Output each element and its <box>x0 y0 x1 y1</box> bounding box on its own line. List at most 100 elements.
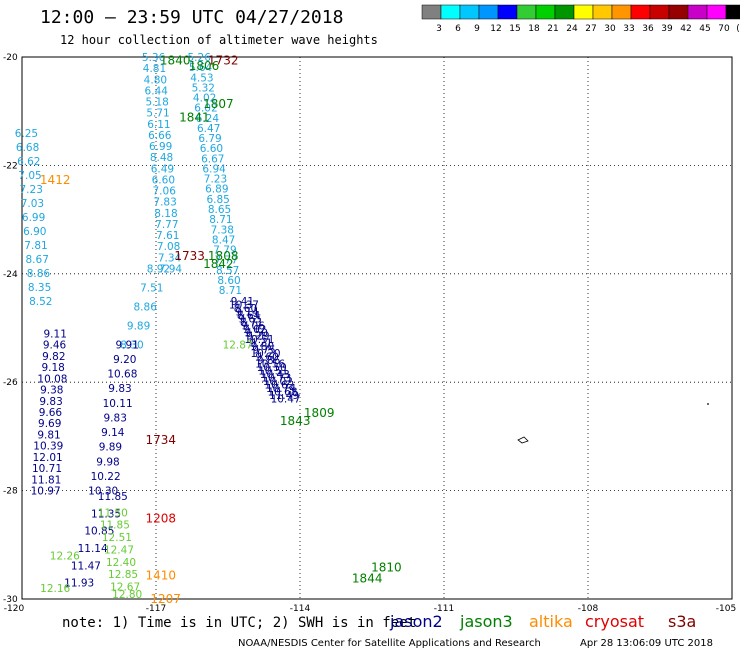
swh-value: 6.99 <box>149 141 172 153</box>
swh-value: 12.40 <box>106 557 136 569</box>
swh-value: 7.23 <box>204 174 227 186</box>
swh-value: 12.67 <box>110 582 140 594</box>
swh-value: 5.32 <box>192 82 215 94</box>
swh-value: 4.80 <box>144 74 167 86</box>
pass-time-label: 1808 <box>208 249 239 263</box>
swh-value: 10.47 <box>271 393 301 405</box>
swh-value: 9.86 <box>257 355 281 367</box>
legend-label: (ft) <box>736 24 740 34</box>
lat-label: -30 <box>3 595 18 605</box>
swh-value: 8.30 <box>120 339 143 351</box>
pass-time-label: 1806 <box>189 59 220 73</box>
swh-value: 9.21 <box>249 338 272 350</box>
swh-value: 5.64 <box>189 62 213 74</box>
swh-value: 7.79 <box>213 245 236 257</box>
legend-swatch <box>706 4 727 20</box>
swh-value: 7.23 <box>20 184 43 196</box>
swh-value: 6.60 <box>152 174 175 186</box>
lat-label: -24 <box>3 270 18 280</box>
legend-label: 42 <box>680 24 691 34</box>
legend-swatch <box>440 4 461 20</box>
swh-value: 9.29 <box>246 331 269 343</box>
swh-value: 8.92 <box>147 263 170 275</box>
legend-label: 21 <box>547 24 558 34</box>
pass-time-label: 1412 <box>40 173 71 187</box>
swh-value: 10.37 <box>229 299 259 311</box>
swh-value: 10.02 <box>263 376 293 388</box>
swh-value: 11.81 <box>31 474 61 486</box>
swh-value: 8.71 <box>219 285 242 297</box>
swh-value: 9.14 <box>235 306 259 318</box>
swh-value: 10.56 <box>255 359 285 371</box>
island-shape <box>517 436 529 444</box>
legend-label: 39 <box>661 24 673 34</box>
legend-label: 15 <box>509 24 520 34</box>
swh-value: 6.02 <box>194 103 217 115</box>
swh-value: 11.35 <box>91 508 121 520</box>
lon-label: -108 <box>578 604 599 614</box>
swh-value: 9.50 <box>245 327 268 339</box>
swh-value: 9.81 <box>37 429 60 441</box>
credit-text: NOAA/NESDIS Center for Satellite Applica… <box>238 638 541 649</box>
footer-note: note: 1) Time is in UTC; 2) SWH is in fe… <box>62 615 416 631</box>
legend-swatch <box>535 4 556 20</box>
swh-value: 8.60 <box>217 275 240 287</box>
swh-value: 9.80 <box>251 341 274 353</box>
swh-value: 6.85 <box>206 194 229 206</box>
swh-value: 6.62 <box>17 156 40 168</box>
pass-time-label: 1844 <box>352 571 383 585</box>
swh-value: 9.89 <box>127 320 150 332</box>
swh-value: 11.50 <box>98 507 128 519</box>
swh-value: 9.91 <box>116 339 139 351</box>
legend-swatch <box>649 4 670 20</box>
swh-value: 8.52 <box>29 296 52 308</box>
timestamp-text: Apr 28 13:06:09 UTC 2018 <box>580 638 713 649</box>
lat-label: -20 <box>3 53 18 63</box>
swh-value: 7.77 <box>215 255 238 267</box>
pass-time-label: 1840 <box>160 54 191 68</box>
lon-label: -117 <box>146 604 166 614</box>
swh-value: 9.83 <box>39 396 62 408</box>
pass-time-label: 1207 <box>150 592 181 606</box>
swh-value: 11.93 <box>64 578 94 590</box>
swh-value: 9.06 <box>242 320 266 332</box>
legend-label: 6 <box>455 24 461 34</box>
swh-value: 9.83 <box>104 412 127 424</box>
swh-value: 10.68 <box>107 369 137 381</box>
swh-value: 8.64 <box>237 310 261 322</box>
swh-value: 4.02 <box>193 93 216 105</box>
swh-value: 6.68 <box>16 142 39 154</box>
swh-value: 9.83 <box>108 383 131 395</box>
swh-value: 7.51 <box>140 282 163 294</box>
swh-value: 11.49 <box>269 390 299 402</box>
altimeter-tracks: 5.364.814.806.445.185.716.116.666.998.48… <box>15 52 301 601</box>
swh-value: 9.41 <box>231 296 254 308</box>
swh-value: 7.77 <box>155 219 178 231</box>
pass-time-label: 1841 <box>179 111 210 125</box>
pass-time-label: 1843 <box>280 414 311 428</box>
swh-value: 8.71 <box>240 317 263 329</box>
swh-value: 11.47 <box>71 560 101 572</box>
swh-value: 9.60 <box>255 352 278 364</box>
swh-value: 12.01 <box>33 452 63 464</box>
swh-value: 12.80 <box>112 589 142 601</box>
legend-label: 30 <box>604 24 616 34</box>
satellite-cryosat: cryosat <box>585 612 644 631</box>
legend-swatch <box>611 4 632 20</box>
lat-label: -26 <box>3 378 18 388</box>
satellite-altika: altika <box>529 612 573 631</box>
swh-value: 9.46 <box>43 340 67 352</box>
swh-value: 10.39 <box>33 441 63 453</box>
legend-label: 45 <box>699 24 710 34</box>
legend-swatch <box>630 4 651 20</box>
swh-value: 5.71 <box>146 108 169 120</box>
swh-value: 10.85 <box>84 526 114 538</box>
swh-value: 9.14 <box>101 427 125 439</box>
swh-value: 6.60 <box>200 143 223 155</box>
swh-value: 10.73 <box>261 373 291 385</box>
swh-value: 6.94 <box>202 163 226 175</box>
legend-label: 36 <box>642 24 654 34</box>
swh-value: 9.65 <box>238 313 261 325</box>
swh-value: 10.43 <box>260 369 290 381</box>
